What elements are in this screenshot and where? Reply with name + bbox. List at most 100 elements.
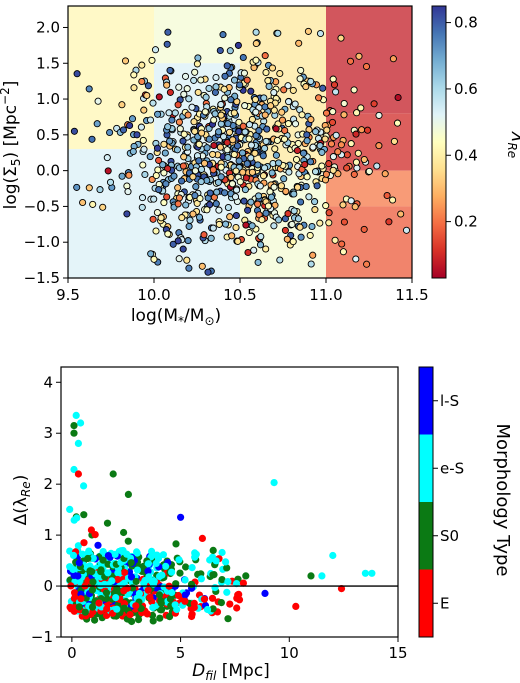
data-point <box>195 213 204 221</box>
data-point <box>144 82 152 90</box>
data-point <box>373 162 381 170</box>
data-point <box>113 585 121 593</box>
data-point <box>346 57 355 65</box>
data-point <box>124 537 132 545</box>
data-point <box>154 110 162 118</box>
bottom-colorbar-label: Morphology Type <box>492 424 513 577</box>
data-point <box>178 214 186 222</box>
data-point <box>352 130 360 138</box>
data-point <box>166 66 174 74</box>
data-point <box>291 100 299 108</box>
data-point <box>351 203 359 211</box>
data-point <box>276 256 284 264</box>
bottom-y-axis-label: Δ(λRe) <box>11 475 33 526</box>
data-point <box>148 56 156 64</box>
data-point <box>189 210 197 218</box>
data-point <box>350 86 358 94</box>
data-point <box>113 605 121 613</box>
y-tick-label: −1 <box>31 628 53 646</box>
data-point <box>169 240 177 248</box>
data-point <box>291 120 300 128</box>
data-point <box>114 569 122 577</box>
data-point <box>155 156 163 164</box>
data-point <box>188 564 196 572</box>
data-point <box>153 551 161 559</box>
bottom-x-ticks: 0 5 10 15 <box>67 637 408 662</box>
data-point <box>280 86 288 94</box>
data-point <box>212 200 220 208</box>
data-point <box>303 131 311 139</box>
data-point <box>191 549 199 557</box>
data-point <box>161 149 169 157</box>
data-point <box>312 128 320 136</box>
data-point <box>254 161 262 169</box>
data-point <box>270 88 278 97</box>
data-point <box>264 77 272 85</box>
data-point <box>111 550 119 559</box>
colorbar-category-label: l-S <box>440 392 459 410</box>
data-point <box>285 168 293 176</box>
data-point <box>360 155 368 164</box>
data-point <box>187 580 196 588</box>
data-point <box>328 118 337 126</box>
data-point <box>281 226 289 234</box>
data-point <box>85 184 93 192</box>
data-point <box>194 88 202 96</box>
data-point <box>236 178 244 186</box>
data-point <box>340 218 348 226</box>
data-point <box>180 130 188 138</box>
data-point <box>352 255 360 263</box>
data-point <box>125 171 133 179</box>
data-point <box>216 46 224 55</box>
data-point <box>361 569 369 577</box>
data-point <box>181 72 190 80</box>
data-point <box>120 568 129 577</box>
data-point <box>360 225 368 233</box>
top-colorbar-ticks: 0.2 0.4 0.6 0.8 <box>446 14 478 231</box>
data-point <box>278 108 286 116</box>
data-point <box>140 145 148 153</box>
colorbar-category-label: e-S <box>440 459 464 477</box>
data-point <box>181 597 189 605</box>
data-point <box>146 153 154 161</box>
data-point <box>160 199 168 207</box>
data-point <box>205 135 213 143</box>
data-point <box>185 95 193 103</box>
data-point <box>66 505 74 513</box>
data-point <box>224 615 232 623</box>
data-point <box>130 84 138 92</box>
data-point <box>285 98 293 106</box>
data-point <box>141 170 149 179</box>
data-point <box>120 604 128 612</box>
data-point <box>252 56 260 64</box>
data-point <box>180 90 188 98</box>
data-point <box>288 220 296 228</box>
x-tick-label: 11.5 <box>395 286 428 304</box>
data-point <box>176 569 184 577</box>
data-point <box>292 602 300 611</box>
data-point <box>184 143 192 151</box>
data-point <box>243 76 251 84</box>
data-point <box>355 52 363 60</box>
data-point <box>261 111 269 119</box>
data-point <box>303 137 311 145</box>
y-tick-label: 1.5 <box>36 54 60 72</box>
data-point <box>150 195 158 203</box>
data-point <box>292 155 301 164</box>
data-point <box>124 188 132 196</box>
data-point <box>133 131 141 139</box>
data-point <box>94 97 102 105</box>
data-point <box>230 109 238 117</box>
data-point <box>302 83 310 91</box>
data-point <box>261 103 269 111</box>
data-point <box>104 552 112 560</box>
data-point <box>280 135 289 143</box>
data-point <box>358 126 366 134</box>
data-point <box>74 470 82 478</box>
data-point <box>329 153 337 161</box>
data-point <box>212 73 220 82</box>
data-point <box>193 60 201 68</box>
data-point <box>191 127 199 135</box>
data-point <box>240 69 248 77</box>
data-point <box>306 158 315 166</box>
